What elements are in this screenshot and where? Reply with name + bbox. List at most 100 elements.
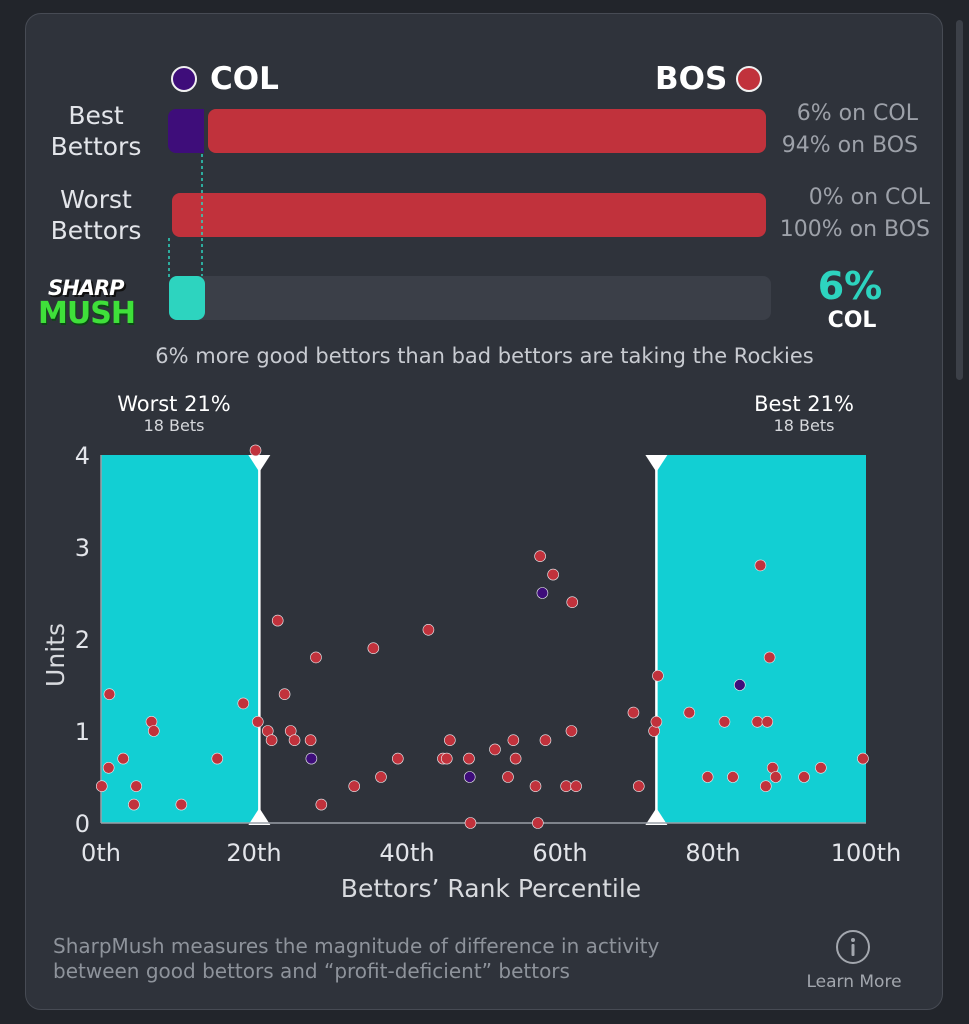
region-handle-bottom — [645, 808, 668, 825]
bet-point-bos — [237, 697, 250, 710]
bet-point-bos — [507, 734, 520, 747]
bet-point-bos — [464, 817, 477, 829]
region-handle-top — [645, 455, 668, 472]
bet-point-bos — [857, 752, 869, 765]
worst-bettors-label: Worst Bettors — [50, 185, 142, 245]
bet-point-bos — [529, 780, 542, 793]
sharpmush-bar-track — [169, 276, 771, 320]
sharpmush-caption: 6% more good bettors than bad bettors ar… — [155, 344, 814, 368]
col-team-dot — [171, 66, 197, 92]
y-tick-label: 0 — [75, 810, 90, 838]
bet-point-bos — [627, 706, 640, 719]
bet-point-bos — [761, 715, 774, 728]
best-bettors-bos-segment — [208, 109, 766, 153]
bet-point-bos — [392, 752, 404, 765]
bet-point-bos — [463, 752, 475, 765]
bet-point-bos — [547, 568, 559, 581]
worst-region-count: 18 Bets — [143, 416, 205, 435]
y-tick-label: 3 — [75, 534, 90, 562]
sharpmush-value: 6% — [817, 264, 883, 308]
bet-point-bos — [117, 752, 129, 765]
bet-point-bos — [560, 780, 572, 793]
worst-bettors-bar — [172, 193, 766, 237]
region-handle-bottom — [248, 808, 271, 825]
bet-point-bos — [249, 444, 262, 457]
bet-point-bos — [683, 706, 696, 719]
bos-team-label: BOS — [655, 61, 728, 97]
bet-point-bos — [288, 734, 301, 747]
learn-more-label: Learn More — [806, 972, 902, 992]
y-tick-label: 1 — [75, 718, 90, 746]
page-scrollbar[interactable] — [956, 20, 963, 380]
x-tick-label: 100th — [831, 839, 901, 867]
bet-point-bos — [763, 651, 776, 664]
worst-bettors-bos-segment — [172, 193, 766, 237]
x-tick-label: 80th — [685, 839, 740, 867]
col-team-label: COL — [210, 61, 279, 97]
bet-point-bos — [489, 743, 501, 756]
best-bettors-col-segment — [168, 109, 204, 153]
bet-point-bos — [444, 734, 456, 747]
bet-point-bos — [375, 771, 387, 783]
bet-point-bos — [103, 688, 116, 701]
bet-point-bos — [701, 771, 714, 783]
sharpmush-logo: SHARP MUSH — [38, 276, 136, 331]
x-tick-label: 0th — [81, 839, 121, 867]
bet-point-bos — [367, 642, 380, 655]
learn-more-button[interactable]: Learn More — [795, 928, 913, 998]
bet-point-bos — [440, 752, 453, 765]
bet-point-bos — [175, 798, 188, 811]
bet-point-bos — [422, 623, 435, 636]
bet-point-bos — [348, 780, 361, 793]
bet-point-bos — [130, 780, 142, 793]
x-tick-label: 60th — [532, 839, 587, 867]
footer-description: SharpMush measures the magnitude of diff… — [53, 934, 660, 983]
bet-point-bos — [532, 817, 544, 829]
best-bettors-pcts: 6% on COL 94% on BOS — [781, 101, 918, 158]
bet-point-bos — [652, 669, 664, 682]
x-axis-label: Bettors’ Rank Percentile — [341, 874, 641, 903]
sharpmush-team: COL — [827, 308, 877, 333]
best-region-header: Best 21% 18 Bets — [730, 392, 878, 435]
region-handle-top — [248, 455, 271, 472]
bet-point-bos — [632, 780, 645, 793]
bet-point-bos — [759, 780, 772, 793]
bos-team-dot — [736, 66, 762, 92]
bet-point-bos — [147, 725, 160, 737]
bet-point-bos — [718, 715, 731, 728]
y-tick-label: 4 — [75, 442, 90, 470]
best-region-count: 18 Bets — [773, 416, 835, 435]
bet-point-bos — [509, 752, 522, 765]
worst-region-header: Worst 21% 18 Bets — [100, 392, 248, 435]
bet-point-bos — [211, 752, 224, 765]
bet-point-bos — [727, 771, 739, 783]
region-best-shading — [656, 455, 866, 823]
y-axis-label: Units — [41, 623, 70, 687]
best-region-label: Best 21% — [754, 392, 854, 416]
bet-point-bos — [315, 798, 328, 811]
info-icon — [836, 930, 870, 964]
bet-point-bos — [128, 798, 140, 811]
bet-point-bos — [769, 771, 782, 783]
bet-point-bos — [252, 715, 264, 728]
bet-point-bos — [310, 651, 322, 664]
bet-point-bos — [751, 715, 764, 728]
best-bettors-bar — [168, 109, 766, 153]
bet-point-bos — [304, 734, 317, 747]
bet-point-bos — [815, 761, 827, 774]
dashed-guides — [168, 154, 203, 280]
y-tick-label: 2 — [75, 626, 90, 654]
bet-point-col — [733, 679, 746, 691]
bet-point-bos — [539, 734, 552, 747]
region-worst-shading — [101, 455, 260, 823]
best-bettors-label: Best Bettors — [50, 101, 142, 161]
bet-point-bos — [102, 761, 115, 774]
bet-point-bos — [534, 550, 546, 563]
bet-point-bos — [650, 715, 663, 728]
bet-point-col — [305, 752, 318, 765]
sharpmush-bar-fill — [169, 276, 205, 320]
bet-point-col — [536, 587, 549, 599]
bet-point-bos — [265, 734, 278, 747]
worst-bettors-pcts: 0% on COL 100% on BOS — [779, 185, 930, 242]
